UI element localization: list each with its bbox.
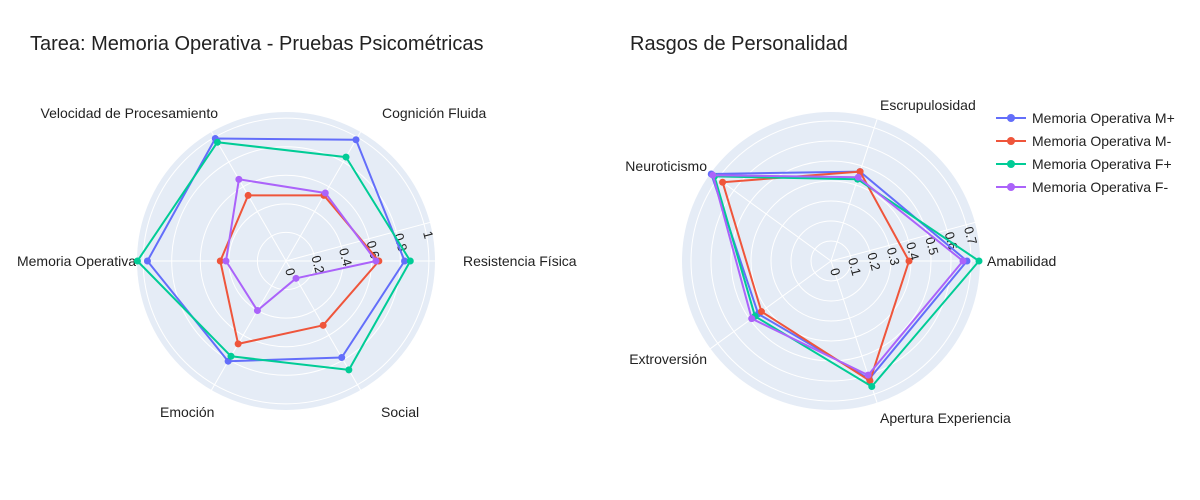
axis-label: Velocidad de Procesamiento [41,105,219,121]
axis-label: Neuroticismo [625,158,707,174]
data-point [748,315,756,323]
data-point [338,353,346,361]
radial-tick-label: 0.1 [845,256,864,277]
data-point [975,257,983,265]
angular-gridline [709,172,832,262]
legend-label: Memoria Operativa F- [1032,178,1169,195]
legend-item-f-plus[interactable]: Memoria Operativa F+ [996,152,1175,175]
axis-label: Apertura Experiencia [880,410,1011,426]
data-point [292,274,300,282]
radial-tick-label: 1 [420,229,436,240]
data-point [856,168,864,176]
axis-label: Emoción [160,404,214,420]
axis-label: Resistencia Física [463,253,577,269]
axis-label: Amabilidad [987,253,1056,269]
data-point [216,257,224,265]
data-point [133,257,141,265]
legend-swatch-m-minus [996,135,1026,147]
data-point [235,175,243,183]
data-point [854,173,862,181]
angular-gridline [830,118,878,262]
legend-swatch-f-minus [996,181,1026,193]
legend-label: Memoria Operativa M- [1032,132,1172,149]
legend-item-m-plus[interactable]: Memoria Operativa M+ [996,106,1175,129]
radial-tick-label: 0.2 [864,251,883,272]
axis-label: Cognición Fluida [382,105,486,121]
data-point [406,257,414,265]
data-point [757,308,765,316]
legend-swatch-f-plus [996,158,1026,170]
data-point [321,189,329,197]
data-point [372,257,380,265]
legend-label: Memoria Operativa F+ [1032,155,1172,172]
radial-tick-label: 0.6 [364,239,383,260]
data-point [227,352,235,360]
data-point [401,257,409,265]
data-point [222,257,230,265]
radial-axis-line [830,221,977,262]
series-line [711,174,964,377]
data-point [864,371,872,379]
radial-axis-line [285,221,432,262]
data-point [709,171,717,179]
angular-gridline [210,260,287,392]
radial-tick-label: 0.7 [961,225,980,246]
radial-tick-label: 0.2 [308,254,327,275]
axis-label: Memoria Operativa [17,253,136,269]
radial-tick-label: 0.3 [884,246,903,267]
axis-label: Extroversión [629,351,707,367]
data-point [253,306,261,314]
data-point [234,340,242,348]
angular-gridline [709,260,832,350]
legend-item-f-minus[interactable]: Memoria Operativa F- [996,175,1175,198]
radial-tick-label: 0.4 [336,246,355,267]
axis-label: Escrupulosidad [880,97,976,113]
data-point [868,383,876,391]
data-point [319,321,327,329]
radial-tick-label: 0 [282,266,298,277]
chart-title-right: Rasgos de Personalidad [630,33,848,55]
data-point [244,191,252,199]
data-point [213,138,221,146]
polar-chart-2: 0 0.1 0.2 0.3 0.4 0.5 0.6 0.7AmabilidadEscrupul… [625,97,1056,426]
radial-tick-label: 0.4 [903,240,922,261]
axis-label: Social [381,404,419,420]
data-point [719,178,727,186]
chart-title-left: Tarea: Memoria Operativa - Pruebas Psico… [30,33,484,55]
legend-item-m-minus[interactable]: Memoria Operativa M- [996,129,1175,152]
legend-label: Memoria Operativa M+ [1032,109,1175,126]
data-point [905,257,913,265]
data-point [345,366,353,374]
radial-tick-label: 0 [827,266,843,277]
data-point [352,136,360,144]
legend: Memoria Operativa M+ Memoria Operativa M… [996,106,1175,198]
data-point [342,153,350,161]
data-point [143,257,151,265]
data-point [866,377,874,385]
data-point [959,257,967,265]
legend-swatch-m-plus [996,112,1026,124]
